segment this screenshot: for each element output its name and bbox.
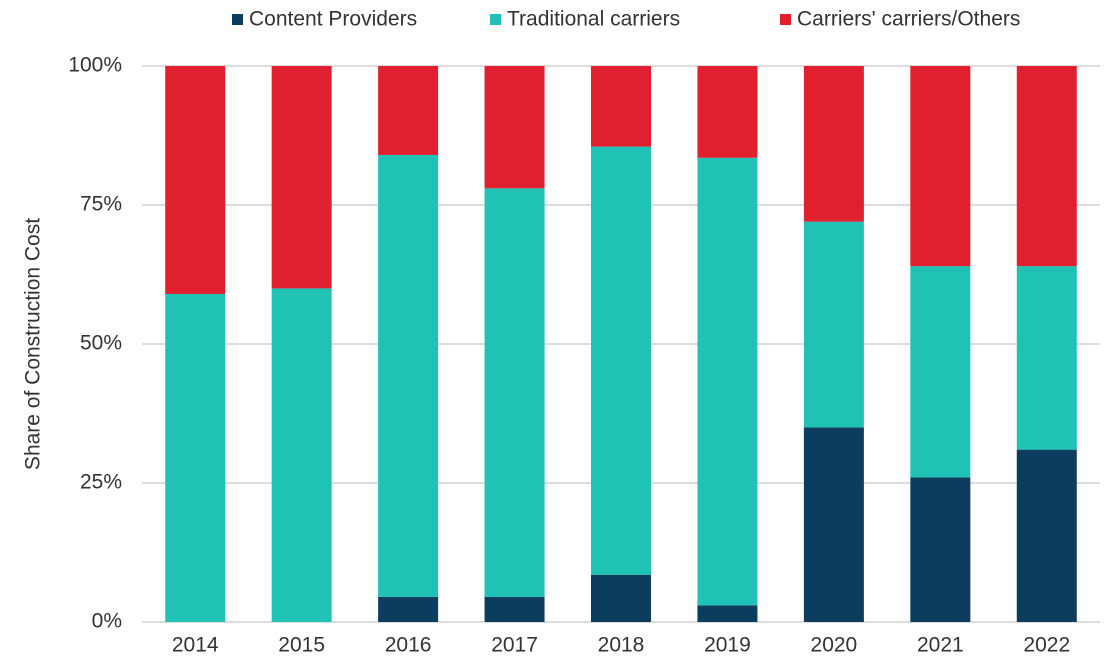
y-axis-label: Share of Construction Cost (22, 218, 45, 470)
legend-label: Traditional carriers (507, 8, 680, 31)
bar-segment (1016, 266, 1077, 450)
bar-segment (910, 266, 971, 478)
bar-segment (591, 66, 651, 147)
bar-segment (484, 596, 545, 622)
bar-segment (484, 188, 545, 597)
x-tick-label: 2020 (811, 634, 858, 657)
bar-segment (165, 293, 226, 622)
bar-segment (697, 66, 758, 158)
x-tick-label: 2019 (704, 634, 751, 657)
bar-segment (484, 66, 545, 189)
x-tick-label: 2016 (385, 634, 432, 657)
legend-swatch (780, 14, 791, 25)
bar-segment (378, 66, 439, 155)
bar-segment (1016, 449, 1077, 622)
bar-segment (378, 154, 439, 597)
y-tick-label: 75% (80, 193, 122, 216)
bar-segment (591, 146, 651, 575)
bar-segment (271, 288, 332, 622)
bar-segment (165, 66, 226, 294)
y-tick-label: 0% (92, 610, 122, 633)
y-tick-label: 25% (80, 471, 122, 494)
bar-segment (803, 427, 864, 622)
x-tick-label: 2017 (491, 634, 538, 657)
bar-segment (378, 596, 439, 622)
bar-segment (910, 477, 971, 622)
x-tick-label: 2018 (598, 634, 645, 657)
y-tick-label: 100% (68, 54, 122, 77)
bar-segment (1016, 66, 1077, 267)
x-tick-label: 2014 (172, 634, 219, 657)
y-tick-label: 50% (80, 332, 122, 355)
x-tick-label: 2021 (917, 634, 964, 657)
bar-segment (803, 221, 864, 428)
x-tick-label: 2015 (278, 634, 325, 657)
legend-label: Content Providers (249, 8, 417, 31)
legend-label: Carriers' carriers/Others (797, 8, 1020, 31)
bar-segment (697, 605, 758, 622)
bar-segment (803, 66, 864, 222)
x-tick-label: 2022 (1023, 634, 1070, 657)
bar-segment (697, 157, 758, 606)
legend-swatch (490, 14, 501, 25)
bar-segment (271, 66, 332, 289)
bar-segment (591, 574, 651, 622)
bar-segment (910, 66, 971, 267)
legend-swatch (232, 14, 243, 25)
